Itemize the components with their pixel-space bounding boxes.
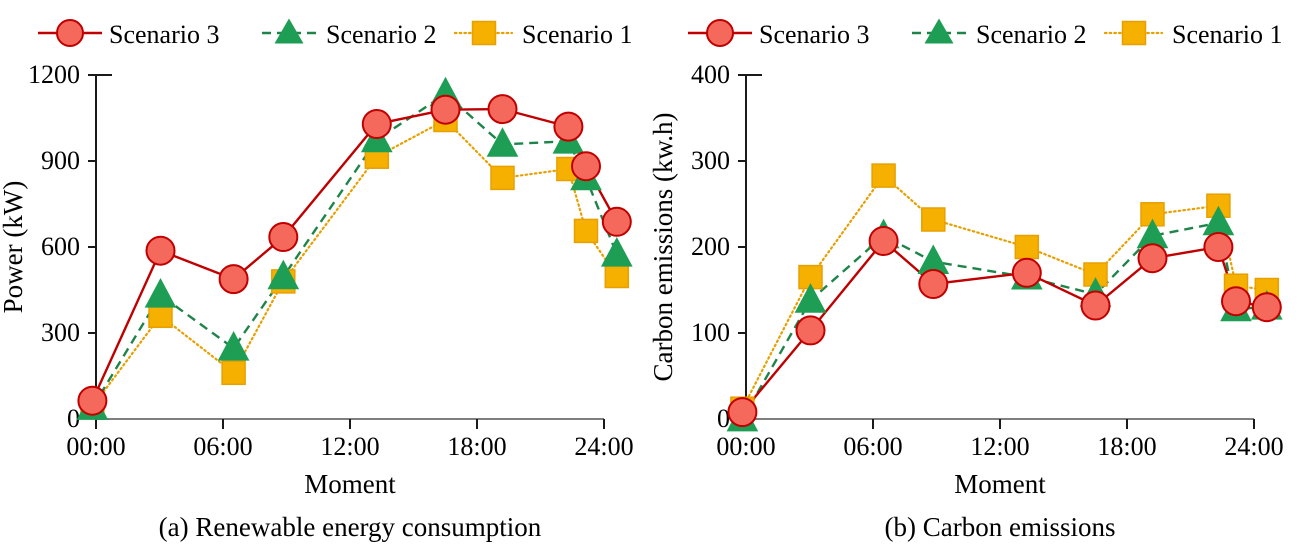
svg-text:24:00: 24:00 xyxy=(574,432,633,461)
svg-text:Scenario 3: Scenario 3 xyxy=(109,20,219,49)
svg-text:00:00: 00:00 xyxy=(66,432,125,461)
svg-text:Scenario 2: Scenario 2 xyxy=(326,20,436,49)
svg-text:Scenario 1: Scenario 1 xyxy=(522,20,632,49)
svg-text:24:00: 24:00 xyxy=(1224,432,1283,461)
svg-text:(a) Renewable energy consumpti: (a) Renewable energy consumption xyxy=(159,512,542,542)
svg-text:300: 300 xyxy=(691,146,730,175)
svg-text:200: 200 xyxy=(691,232,730,261)
svg-text:Scenario 2: Scenario 2 xyxy=(976,20,1086,49)
svg-text:18:00: 18:00 xyxy=(1097,432,1156,461)
svg-text:Moment: Moment xyxy=(304,469,396,499)
svg-text:Scenario 1: Scenario 1 xyxy=(1172,20,1282,49)
svg-text:Scenario 3: Scenario 3 xyxy=(759,20,869,49)
svg-text:(b) Carbon emissions: (b) Carbon emissions xyxy=(885,512,1116,542)
svg-text:12:00: 12:00 xyxy=(320,432,379,461)
svg-text:300: 300 xyxy=(41,318,80,347)
svg-text:600: 600 xyxy=(41,232,80,261)
svg-text:12:00: 12:00 xyxy=(970,432,1029,461)
svg-text:00:00: 00:00 xyxy=(716,432,775,461)
svg-text:Moment: Moment xyxy=(954,469,1046,499)
svg-text:06:00: 06:00 xyxy=(843,432,902,461)
svg-text:Power (kW): Power (kW) xyxy=(0,181,28,314)
svg-text:900: 900 xyxy=(41,146,80,175)
svg-text:100: 100 xyxy=(691,318,730,347)
svg-text:18:00: 18:00 xyxy=(447,432,506,461)
svg-text:06:00: 06:00 xyxy=(193,432,252,461)
svg-text:400: 400 xyxy=(691,60,730,89)
svg-text:1200: 1200 xyxy=(28,60,80,89)
svg-text:Carbon emissions (kw.h): Carbon emissions (kw.h) xyxy=(648,113,678,382)
